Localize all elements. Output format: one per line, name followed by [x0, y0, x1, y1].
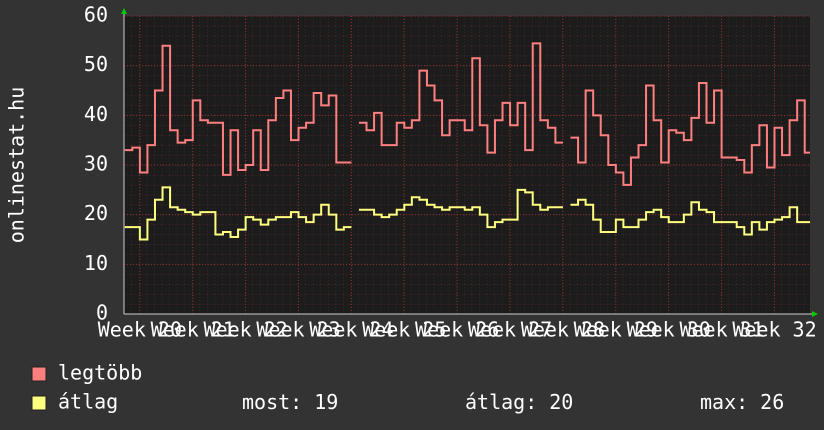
- y-axis-label: onlinestat.hu: [5, 87, 29, 244]
- x-tick-label: Week 21: [151, 318, 235, 342]
- x-tick-label: Week 28: [521, 318, 605, 342]
- stat-value: 20: [549, 390, 573, 414]
- x-tick-label: Week 30: [627, 318, 711, 342]
- stat-value: 26: [760, 390, 784, 414]
- y-tick-label: 30: [84, 152, 108, 176]
- x-tick-label: Week 26: [415, 318, 499, 342]
- stat-value: 19: [314, 390, 338, 414]
- x-tick-label: Week 27: [468, 318, 552, 342]
- series-line: [124, 186, 810, 241]
- y-tick-label: 20: [84, 201, 108, 225]
- y-tick-label: 60: [84, 3, 108, 27]
- x-tick-label: Week 32: [732, 318, 816, 342]
- stat: most: 19: [242, 390, 338, 414]
- stat: max: 26: [700, 390, 784, 414]
- axis-arrow: [121, 8, 127, 14]
- x-tick-label: Week 22: [203, 318, 287, 342]
- axis-arrow: [812, 311, 818, 317]
- y-tick-label: 0: [96, 301, 108, 325]
- legend-label: átlag: [58, 390, 118, 414]
- x-tick-label: Week 29: [574, 318, 658, 342]
- y-tick-label: 40: [84, 102, 108, 126]
- stat-label: max:: [700, 390, 748, 414]
- y-tick-label: 50: [84, 52, 108, 76]
- x-tick-label: Week 31: [679, 318, 763, 342]
- legend-swatch: [31, 395, 47, 411]
- stat-label: átlag:: [465, 390, 537, 414]
- stat-label: most:: [242, 390, 302, 414]
- x-tick-label: Week 25: [362, 318, 446, 342]
- series-line: [124, 42, 810, 186]
- x-tick-label: Week 23: [256, 318, 340, 342]
- stat: átlag: 20: [465, 390, 573, 414]
- x-tick-label: Week 20: [98, 318, 182, 342]
- y-tick-label: 10: [84, 251, 108, 275]
- legend-label: legtöbb: [58, 361, 142, 385]
- x-tick-label: Week 24: [309, 318, 393, 342]
- legend-swatch: [31, 366, 47, 382]
